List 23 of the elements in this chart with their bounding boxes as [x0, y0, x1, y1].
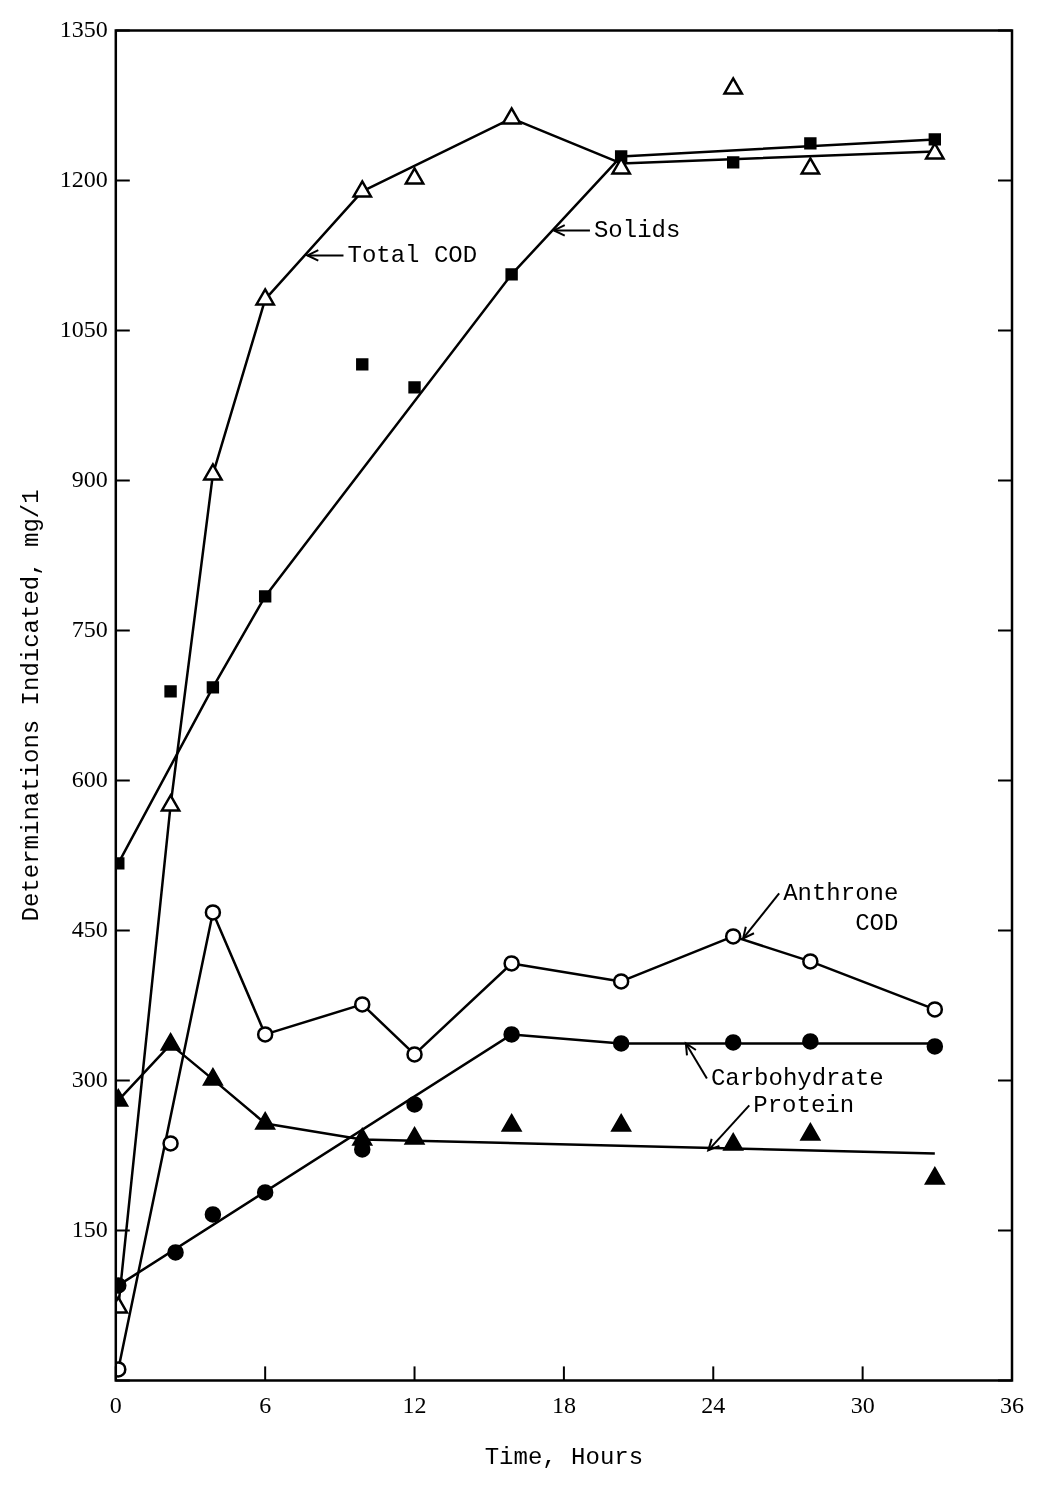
x-tick-label: 24: [701, 1392, 726, 1419]
x-tick-label: 36: [1000, 1392, 1024, 1419]
y-tick-label: 450: [71, 915, 108, 942]
annotation: Carbohydrate: [710, 1064, 884, 1092]
x-tick-label: 6: [259, 1392, 272, 1419]
annotation: Total COD: [347, 241, 478, 269]
y-tick-label: 1050: [59, 315, 108, 342]
x-tick-label: 12: [402, 1392, 427, 1419]
y-tick-label: 300: [71, 1065, 108, 1092]
x-tick-label: 0: [109, 1392, 122, 1419]
y-tick-label: 750: [71, 615, 108, 642]
x-axis-title: Time, Hours: [484, 1443, 644, 1471]
annotation: Anthrone COD: [783, 879, 899, 937]
y-tick-label: 150: [71, 1215, 108, 1242]
annotation: Solids: [593, 216, 681, 244]
y-tick-label: 1350: [59, 15, 108, 42]
y-tick-label: 600: [71, 765, 108, 792]
x-tick-label: 30: [850, 1392, 875, 1419]
y-tick-label: 1200: [59, 165, 108, 192]
annotation: Protein: [753, 1091, 855, 1119]
y-tick-label: 900: [71, 465, 108, 492]
y-axis-title: Determinations Indicated, mg/1: [17, 489, 45, 922]
x-tick-label: 18: [551, 1392, 576, 1419]
